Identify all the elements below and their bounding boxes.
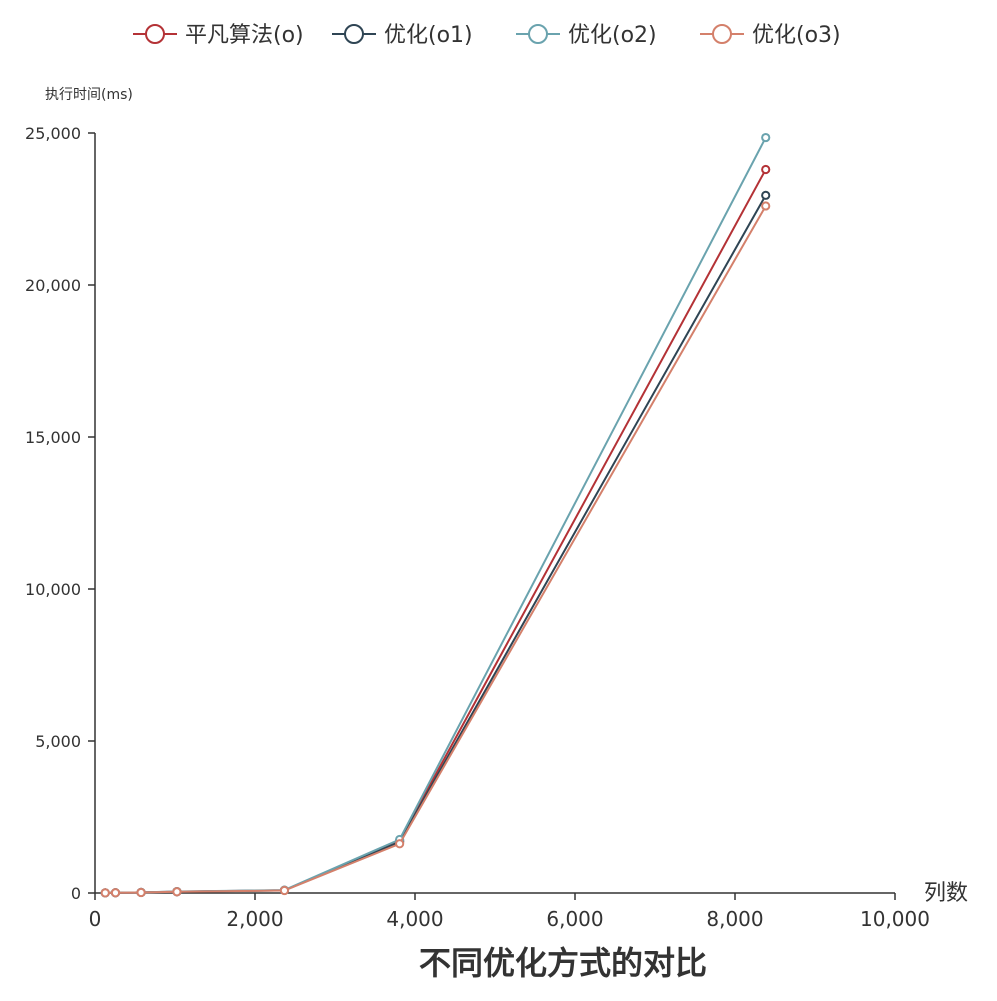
x-tick-label: 6,000 xyxy=(546,907,603,931)
series-优化(o1)[interactable] xyxy=(100,190,771,898)
data-point[interactable] xyxy=(172,887,182,897)
legend-item[interactable]: 平凡算法(o) xyxy=(133,23,304,48)
data-point[interactable] xyxy=(110,888,121,898)
x-tick-label: 2,000 xyxy=(226,907,283,931)
legend-circle-icon xyxy=(528,24,548,44)
series-平凡算法(o)[interactable] xyxy=(100,164,771,898)
y-tick-label: 25,000 xyxy=(25,124,81,143)
y-tick-label: 0 xyxy=(71,884,81,903)
data-point[interactable] xyxy=(761,132,771,143)
data-point[interactable] xyxy=(395,839,405,849)
series-优化(o3)[interactable] xyxy=(100,201,771,898)
legend-item[interactable]: 优化(o2) xyxy=(516,23,657,48)
data-point[interactable] xyxy=(761,201,771,211)
x-tick-label: 10,000 xyxy=(860,907,930,931)
legend[interactable]: 平凡算法(o) 优化(o1) 优化(o2) 优化(o3) xyxy=(133,23,841,48)
plot-area xyxy=(100,132,771,898)
legend-circle-icon xyxy=(344,24,364,44)
y-axis-label: 执行时间(ms) xyxy=(45,87,133,103)
y-tick-label: 5,000 xyxy=(35,732,81,751)
series-line xyxy=(105,194,767,894)
data-point[interactable] xyxy=(279,885,290,896)
y-tick-label: 20,000 xyxy=(25,276,81,295)
legend-item[interactable]: 优化(o3) xyxy=(700,23,841,48)
legend-circle-icon xyxy=(145,24,165,44)
legend-circle-icon xyxy=(712,24,732,44)
series-line xyxy=(105,169,767,894)
data-point[interactable] xyxy=(100,888,110,898)
y-axis: 0 5,000 10,000 15,000 20,000 25,000 xyxy=(25,124,96,903)
legend-label: 优化(o1) xyxy=(384,23,473,48)
y-tick-label: 10,000 xyxy=(25,580,81,599)
legend-label: 优化(o3) xyxy=(752,23,841,48)
x-tick-label: 4,000 xyxy=(386,907,443,931)
y-tick-label: 15,000 xyxy=(25,428,81,447)
x-axis-label: 列数 xyxy=(924,881,968,906)
legend-label: 平凡算法(o) xyxy=(185,23,304,48)
data-point[interactable] xyxy=(761,190,771,200)
legend-label: 优化(o2) xyxy=(568,23,657,48)
data-point[interactable] xyxy=(136,887,146,898)
x-tick-label: 0 xyxy=(89,907,102,931)
x-axis: 0 2,000 4,000 6,000 8,000 10,000 xyxy=(89,892,930,931)
series-line xyxy=(105,205,767,894)
data-point[interactable] xyxy=(761,164,771,175)
chart-title: 不同优化方式的对比 xyxy=(419,944,707,982)
x-tick-label: 8,000 xyxy=(706,907,763,931)
legend-item[interactable]: 优化(o1) xyxy=(332,23,473,48)
